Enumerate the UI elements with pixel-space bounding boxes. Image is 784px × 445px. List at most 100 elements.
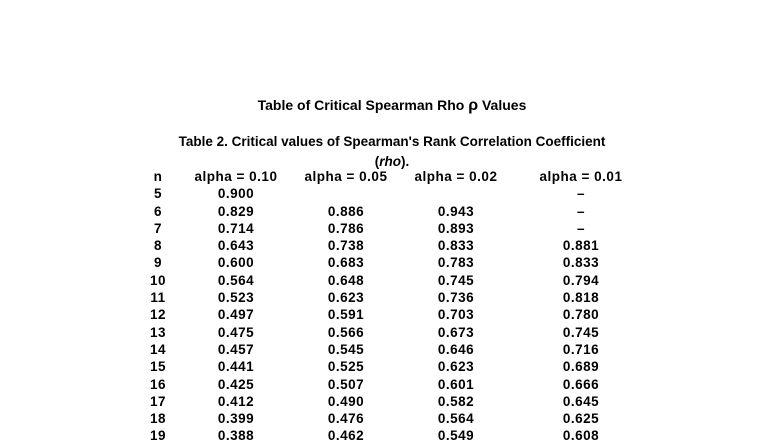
table-row: 14 0.457 0.545 0.646 0.716: [140, 341, 646, 358]
caption-close: ).: [401, 154, 410, 169]
critical-value-cell: 0.780: [562, 307, 600, 323]
critical-value-cell: 0.833: [562, 255, 600, 271]
page-title-prefix: Table of Critical Spearman Rho: [257, 97, 469, 113]
column-header: alpha = 0.02: [414, 169, 498, 184]
critical-value-cell: 0.943: [437, 203, 475, 219]
critical-value-cell: 0.683: [327, 255, 365, 271]
table-row: 6 0.829 0.886 0.943 –: [140, 203, 646, 220]
critical-value-cell: 0.794: [562, 272, 600, 288]
critical-value-cell: 0.490: [327, 393, 365, 409]
n-value-cell: 11: [150, 290, 166, 306]
table-row: 10 0.564 0.648 0.745 0.794: [140, 272, 646, 289]
critical-value-cell: 0.648: [327, 272, 365, 288]
critical-value-cell: 0.591: [327, 307, 365, 323]
critical-value-cell: 0.646: [437, 341, 475, 357]
n-value-cell: 15: [149, 359, 167, 375]
critical-value-cell: 0.623: [327, 290, 365, 306]
critical-value-cell: 0.881: [562, 238, 600, 254]
table-row: 12 0.497 0.591 0.703 0.780: [140, 306, 646, 323]
critical-value-cell: –: [576, 186, 585, 202]
critical-value-cell: 0.623: [437, 359, 475, 375]
critical-value-cell: 0.645: [562, 393, 600, 409]
critical-value-cell: 0.608: [562, 428, 600, 444]
critical-value-cell: 0.441: [217, 359, 255, 375]
caption-rho-word: rho: [379, 154, 401, 169]
critical-value-cell: 0.625: [562, 411, 600, 427]
column-header: alpha = 0.10: [194, 169, 278, 184]
critical-value-cell: 0.497: [217, 307, 255, 323]
critical-value-cell: 0.689: [562, 359, 600, 375]
critical-value-cell: 0.703: [437, 307, 475, 323]
critical-value-cell: 0.388: [217, 428, 255, 444]
critical-value-cell: [296, 185, 396, 202]
critical-value-cell: 0.412: [217, 393, 255, 409]
critical-value-cell: 0.545: [327, 341, 365, 357]
table-row: 7 0.714 0.786 0.893 –: [140, 220, 646, 237]
page-title: Table of Critical Spearman Rho ρ Values: [0, 97, 784, 114]
critical-value-cell: 0.566: [327, 324, 365, 340]
table-row: 11 0.523 0.623 0.736 0.818: [140, 289, 646, 306]
critical-value-cell: 0.601: [437, 376, 475, 392]
critical-value-cell: 0.736: [437, 290, 475, 306]
critical-value-cell: 0.475: [217, 324, 255, 340]
critical-value-cell: 0.900: [217, 186, 255, 202]
n-value-cell: 7: [153, 220, 162, 236]
n-value-cell: 18: [149, 411, 167, 427]
table-row: 15 0.441 0.525 0.623 0.689: [140, 358, 646, 375]
critical-value-cell: 0.564: [437, 411, 475, 427]
column-header: alpha = 0.01: [539, 169, 623, 184]
column-header: n: [153, 169, 163, 184]
table-caption-line2: (rho).: [0, 152, 784, 172]
critical-value-cell: 0.745: [562, 324, 600, 340]
rho-greek-symbol: ρ: [468, 97, 479, 114]
n-value-cell: 9: [153, 255, 162, 271]
critical-value-cell: 0.457: [217, 341, 255, 357]
n-value-cell: 8: [153, 238, 162, 254]
table-row: 19 0.388 0.462 0.549 0.608: [140, 427, 646, 444]
critical-value-cell: 0.893: [437, 220, 475, 236]
critical-value-cell: 0.643: [217, 238, 255, 254]
critical-value-cell: 0.666: [562, 376, 600, 392]
critical-value-cell: 0.476: [327, 411, 365, 427]
critical-value-cell: 0.549: [437, 428, 475, 444]
table-row: 5 0.900 –: [140, 185, 646, 202]
critical-value-cell: 0.886: [327, 203, 365, 219]
critical-values-table: n alpha = 0.10 alpha = 0.05 alpha = 0.02 alp…: [140, 168, 646, 445]
n-value-cell: 5: [153, 186, 162, 202]
critical-value-cell: 0.462: [327, 428, 365, 444]
critical-value-cell: 0.818: [562, 290, 600, 306]
critical-value-cell: 0.523: [217, 290, 255, 306]
table-caption-line1: Table 2. Critical values of Spearman's R…: [178, 134, 606, 149]
table-row: 18 0.399 0.476 0.564 0.625: [140, 410, 646, 427]
critical-value-cell: 0.829: [217, 203, 255, 219]
critical-value-cell: 0.738: [327, 238, 365, 254]
critical-value-cell: 0.425: [217, 376, 255, 392]
column-header: alpha = 0.05: [304, 169, 388, 184]
table-row: 8 0.643 0.738 0.833 0.881: [140, 237, 646, 254]
critical-value-cell: 0.745: [437, 272, 475, 288]
table-header-row: n alpha = 0.10 alpha = 0.05 alpha = 0.02 alp…: [140, 168, 646, 185]
page-title-suffix: Values: [478, 97, 527, 113]
critical-value-cell: 0.714: [217, 220, 255, 236]
n-value-cell: 12: [149, 307, 167, 323]
n-value-cell: 14: [149, 341, 167, 357]
critical-value-cell: –: [576, 203, 585, 219]
table-caption: Table 2. Critical values of Spearman's R…: [0, 132, 784, 172]
critical-value-cell: 0.507: [327, 376, 365, 392]
critical-value-cell: 0.673: [437, 324, 475, 340]
table-row: 9 0.600 0.683 0.783 0.833: [140, 254, 646, 271]
table-row: 13 0.475 0.566 0.673 0.745: [140, 324, 646, 341]
table-row: 16 0.425 0.507 0.601 0.666: [140, 376, 646, 393]
n-value-cell: 16: [149, 376, 167, 392]
critical-value-cell: 0.783: [437, 255, 475, 271]
n-value-cell: 19: [149, 428, 167, 444]
critical-value-cell: 0.582: [437, 393, 475, 409]
caption-open-paren: (: [374, 154, 380, 169]
critical-value-cell: 0.600: [217, 255, 255, 271]
critical-value-cell: 0.525: [327, 359, 365, 375]
critical-value-cell: [396, 185, 516, 202]
critical-value-cell: 0.399: [217, 411, 255, 427]
n-value-cell: 13: [149, 324, 167, 340]
critical-value-cell: 0.716: [562, 341, 600, 357]
n-value-cell: 10: [149, 272, 167, 288]
